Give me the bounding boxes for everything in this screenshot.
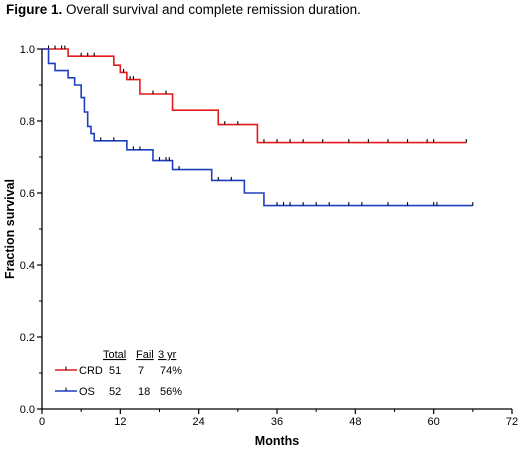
x-tick-label: 72	[506, 416, 518, 428]
y-axis-title: Fraction survival	[3, 179, 17, 279]
legend: Total Fail 3 yr CRD 51 7 74% OS 52 18 56%	[55, 349, 182, 398]
figure-caption: Figure 1. Overall survival and complete …	[6, 2, 361, 17]
legend-cell: 56%	[160, 386, 182, 398]
series-crd	[42, 45, 467, 144]
x-tick-label: 48	[349, 416, 361, 428]
axes: 0 12 24 36 48 60 72 0.0 0.2 0.4 0.6 0.8 1.0 Months Fra…	[3, 44, 518, 448]
legend-cell: 51	[109, 365, 121, 377]
y-tick-label: 0.4	[20, 260, 35, 272]
x-tick-label: 60	[428, 416, 440, 428]
x-axis-title: Months	[255, 434, 299, 448]
x-tick-label: 12	[114, 416, 126, 428]
figure-caption-text: Overall survival and complete remission …	[62, 2, 361, 17]
legend-cell: 18	[138, 386, 150, 398]
y-tick-label: 0.8	[20, 116, 35, 128]
x-tick-label: 24	[193, 416, 205, 428]
series-layer	[42, 45, 474, 207]
legend-cell: 52	[109, 386, 121, 398]
legend-cell: 74%	[160, 365, 182, 377]
x-tick-label: 0	[39, 416, 45, 428]
legend-header: 3 yr	[158, 349, 177, 361]
figure-label: Figure 1.	[6, 2, 63, 17]
series-line-crd	[42, 48, 467, 144]
series-os	[42, 48, 474, 207]
legend-cell: OS	[79, 386, 95, 398]
y-tick-label: 1.0	[20, 44, 35, 56]
x-tick-label: 36	[271, 416, 283, 428]
y-tick-label: 0.2	[20, 332, 35, 344]
legend-cell: CRD	[79, 365, 103, 377]
legend-header: Fail	[136, 349, 154, 361]
legend-header: Total	[103, 349, 126, 361]
y-tick-label: 0.6	[20, 188, 35, 200]
legend-cell: 7	[138, 365, 144, 377]
series-line-os	[42, 48, 473, 207]
y-tick-label: 0.0	[20, 404, 35, 416]
